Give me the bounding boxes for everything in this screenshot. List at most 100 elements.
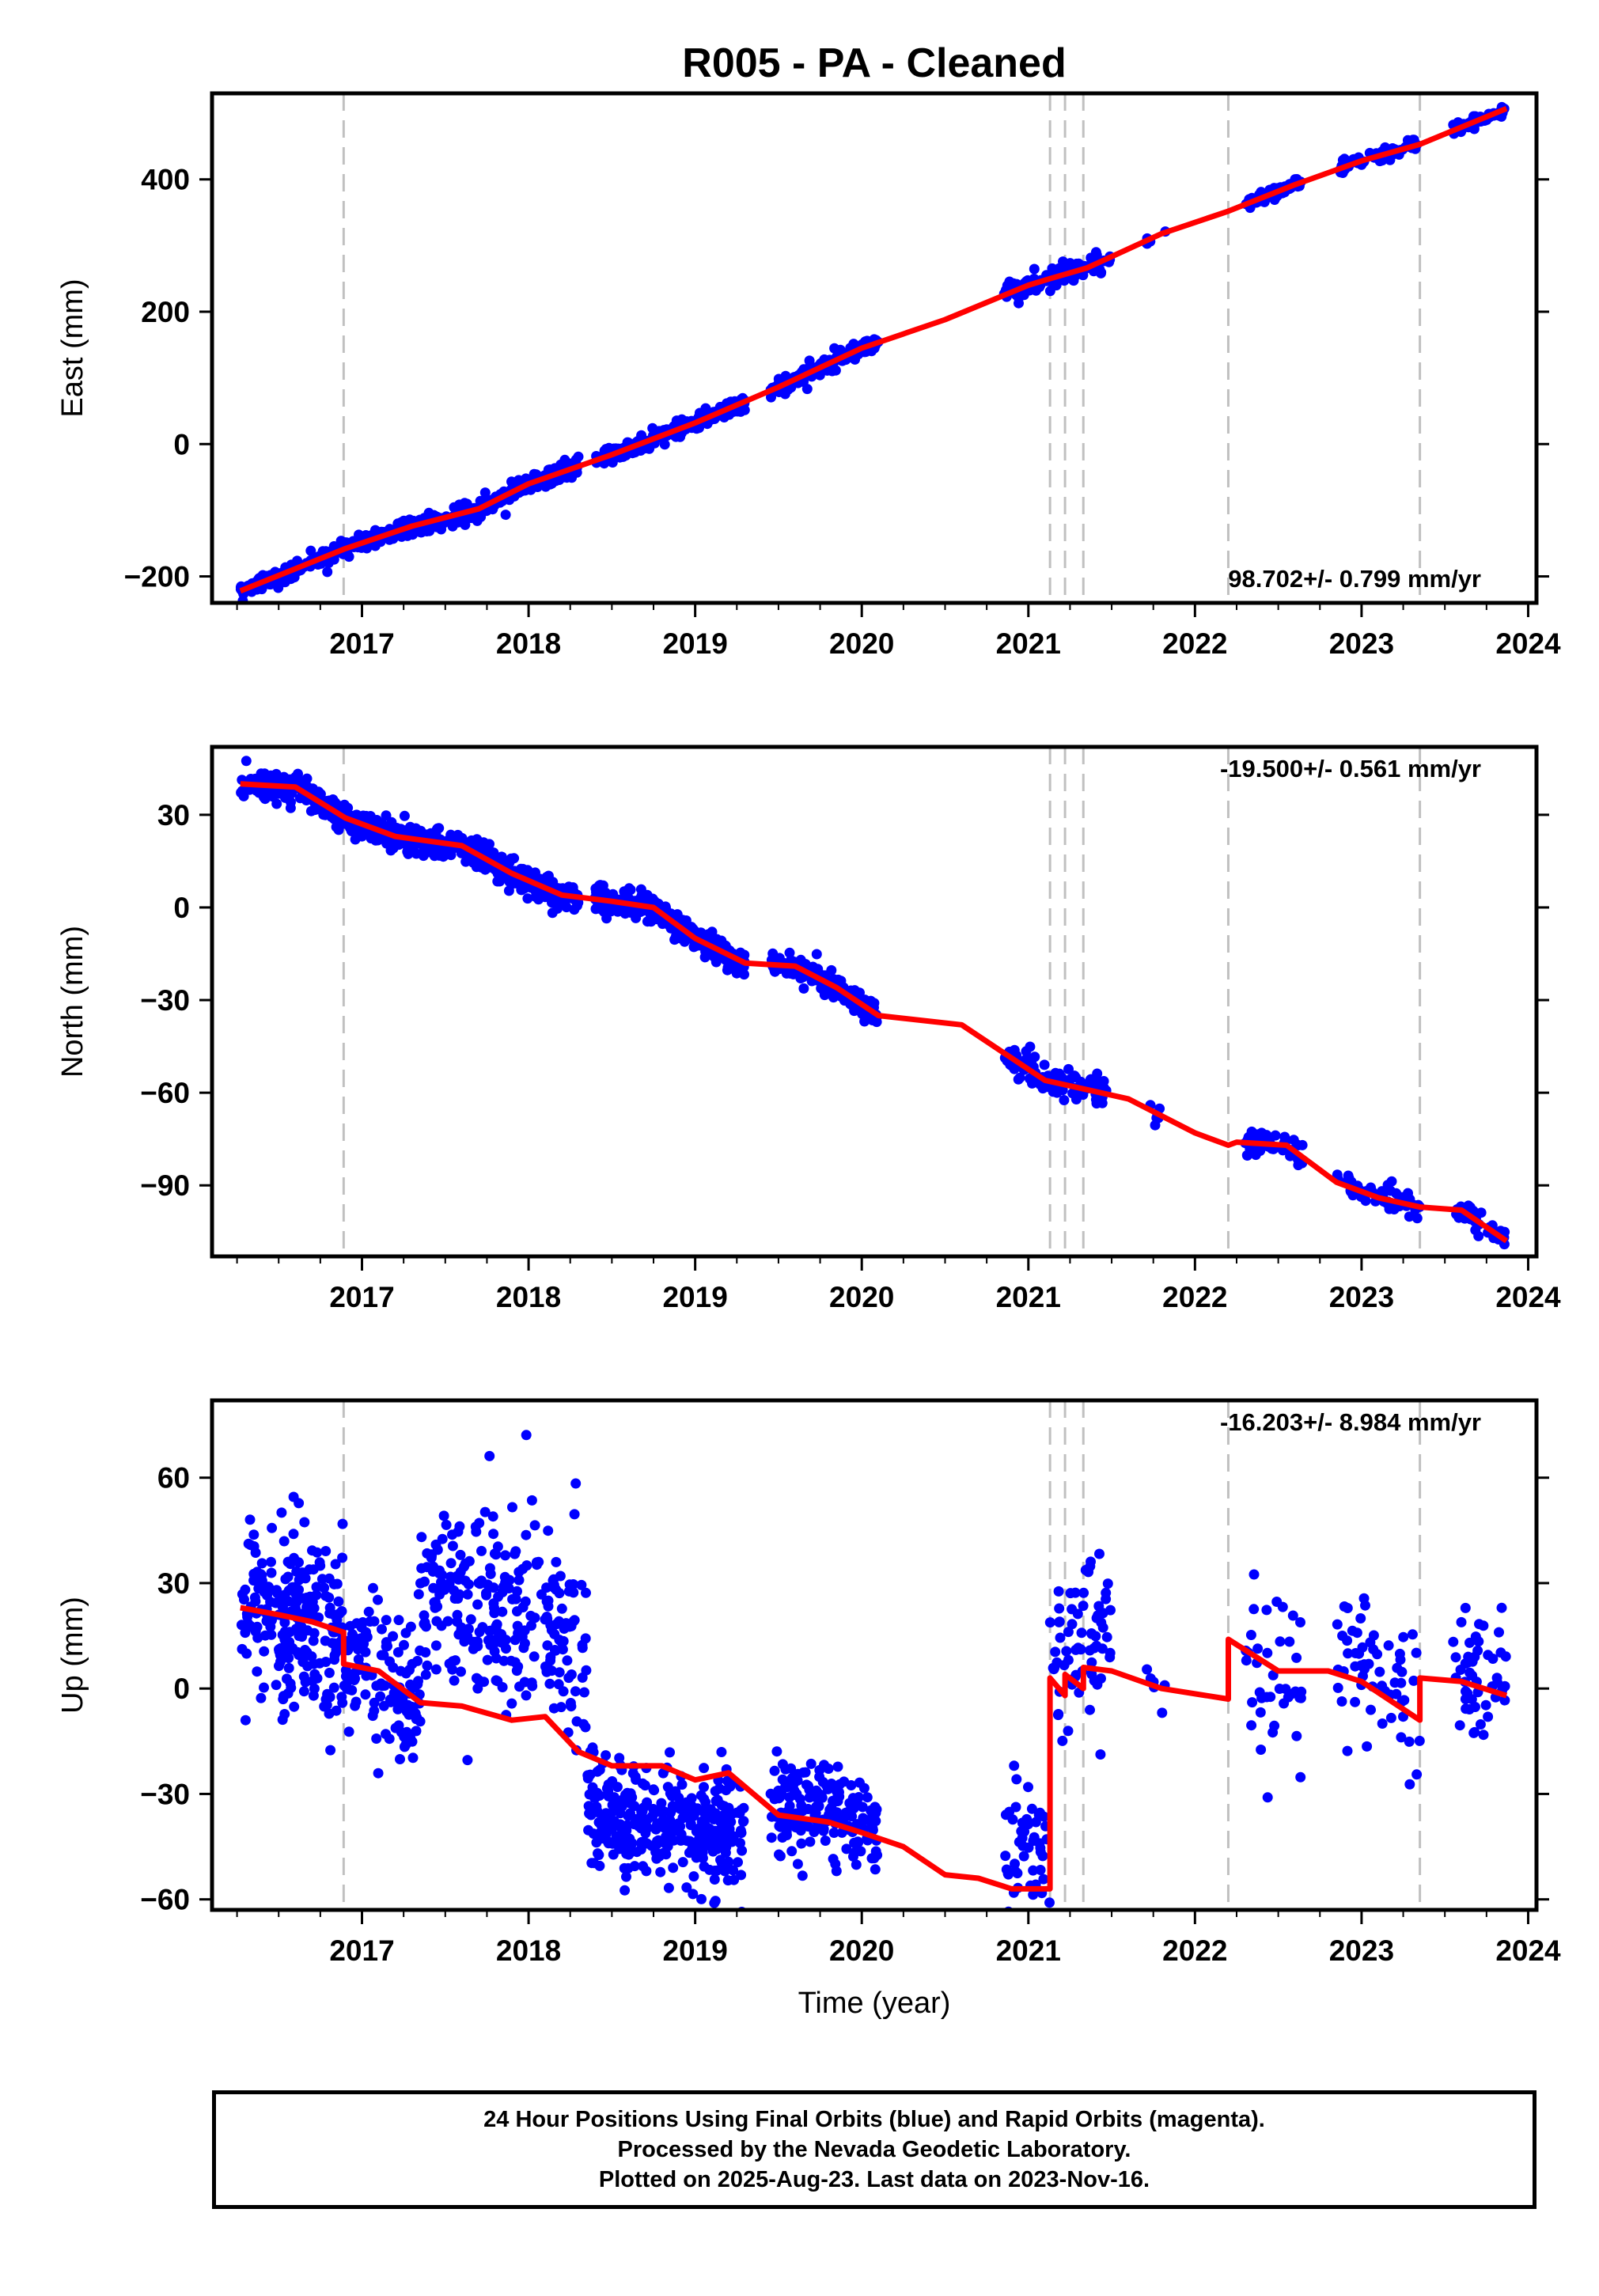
data-point [1395, 1654, 1406, 1665]
data-point [297, 1593, 309, 1604]
data-point [688, 1871, 699, 1882]
data-point [1044, 286, 1055, 297]
data-point [831, 1866, 842, 1877]
data-point [1358, 1593, 1370, 1604]
y-axis-label: Up (mm) [56, 1597, 89, 1714]
data-point [392, 1646, 404, 1658]
data-point [554, 1667, 565, 1678]
data-point [1012, 1868, 1023, 1879]
data-point [1078, 1587, 1089, 1598]
data-point [739, 404, 750, 415]
data-point [468, 1636, 479, 1647]
data-point [795, 1825, 806, 1836]
data-point [800, 959, 811, 970]
data-point [771, 1746, 782, 1757]
data-point [1386, 1176, 1397, 1187]
data-point [404, 1665, 415, 1676]
data-point [497, 1682, 508, 1692]
data-point [694, 407, 705, 419]
model-fit-line [240, 1605, 1508, 1892]
data-point [1007, 1814, 1018, 1825]
data-point [365, 1616, 376, 1627]
data-point [441, 846, 452, 857]
data-point [336, 1692, 347, 1703]
data-point [590, 904, 601, 915]
data-point [1332, 1682, 1343, 1693]
data-point [510, 1548, 521, 1559]
y-tick-label: −30 [140, 984, 190, 1017]
data-point [592, 1766, 603, 1777]
data-point [601, 913, 612, 924]
data-point [297, 1657, 309, 1667]
x-tick-label: 2022 [1162, 1934, 1227, 1967]
data-point [449, 1593, 460, 1604]
data-point [1336, 1696, 1347, 1707]
x-tick-label: 2019 [662, 1934, 727, 1967]
data-point [1063, 1063, 1074, 1074]
data-point [1059, 1660, 1070, 1671]
data-point [472, 1683, 483, 1694]
data-point [350, 1696, 362, 1707]
data-point [1256, 1745, 1267, 1755]
data-point [569, 1509, 580, 1520]
data-point [1342, 1635, 1353, 1646]
data-point [601, 1823, 612, 1834]
data-point [301, 773, 313, 784]
data-point [658, 1806, 669, 1817]
data-point [381, 1729, 391, 1740]
data-point [624, 1844, 635, 1855]
data-point [594, 1860, 605, 1871]
data-point [517, 1602, 529, 1612]
data-point [343, 1726, 354, 1737]
data-point [1098, 1076, 1109, 1086]
data-point [1332, 1619, 1343, 1630]
data-point [333, 1596, 344, 1607]
data-point [573, 451, 584, 462]
data-point [282, 1673, 292, 1684]
data-point [403, 848, 414, 859]
data-point [1293, 1160, 1304, 1171]
data-point [1086, 1556, 1096, 1567]
data-point [640, 1828, 651, 1839]
data-point [1050, 1646, 1061, 1658]
data-point [616, 1801, 627, 1812]
data-point [642, 1814, 653, 1825]
data-point [275, 1656, 286, 1667]
data-point [368, 1582, 378, 1593]
footer-box: 24 Hour Positions Using Final Orbits (bl… [212, 2090, 1536, 2209]
data-point [866, 1816, 877, 1826]
y-tick-label: −60 [140, 1077, 190, 1109]
data-point [471, 1673, 482, 1684]
data-point [306, 1603, 317, 1614]
data-point [786, 1846, 798, 1857]
data-point [817, 1776, 828, 1787]
data-point [1355, 1660, 1366, 1671]
data-point [576, 1579, 587, 1590]
data-point [581, 1587, 591, 1598]
data-point [1063, 1726, 1074, 1737]
data-point [541, 1612, 552, 1622]
data-point [290, 1587, 301, 1598]
data-point [1473, 1230, 1484, 1241]
data-point [542, 1640, 553, 1651]
data-point [515, 863, 526, 874]
data-point [454, 1521, 465, 1532]
data-point [1095, 1749, 1106, 1760]
data-point [583, 1801, 594, 1812]
data-point [784, 1801, 795, 1811]
data-point [456, 1625, 467, 1636]
data-point [786, 1763, 797, 1774]
data-point [1362, 1741, 1373, 1752]
data-point [1284, 1636, 1295, 1647]
data-point [1411, 1647, 1422, 1658]
y-tick-label: 200 [141, 296, 190, 328]
data-point [796, 1838, 807, 1849]
data-point [320, 1546, 332, 1556]
data-point [1078, 1601, 1089, 1612]
data-point [1262, 1792, 1273, 1803]
data-point [419, 1617, 430, 1628]
data-point [1105, 1605, 1116, 1616]
data-point [655, 1866, 666, 1877]
rate-label: -19.500+/- 0.561 mm/yr [1220, 755, 1481, 782]
data-point [529, 1612, 540, 1623]
